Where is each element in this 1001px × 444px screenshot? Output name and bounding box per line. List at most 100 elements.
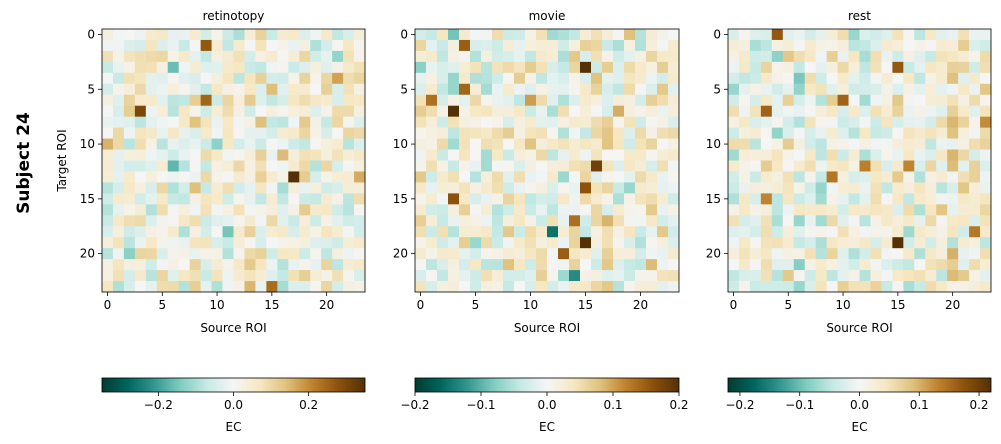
heatmap-cell xyxy=(310,116,322,128)
heatmap-cell xyxy=(657,182,669,194)
heatmap-cell xyxy=(760,29,773,41)
heatmap-cell xyxy=(569,105,581,118)
heatmap-cell xyxy=(266,182,278,194)
heatmap-cell xyxy=(782,160,795,172)
heatmap-cell xyxy=(870,29,882,41)
heatmap-cell xyxy=(266,215,278,227)
heatmap-cell xyxy=(426,61,438,74)
heatmap-cell xyxy=(255,248,267,260)
heatmap-cell xyxy=(837,105,849,118)
colorbar-tick-label: −0.1 xyxy=(785,398,814,412)
axes-frame xyxy=(101,28,366,293)
heatmap-cell xyxy=(591,204,603,216)
heatmap-cell xyxy=(277,116,289,128)
heatmap-cell xyxy=(211,204,223,216)
heatmap-cell xyxy=(925,83,937,96)
heatmap-cell xyxy=(255,204,267,216)
heatmap-cell xyxy=(903,149,915,161)
heatmap-cell xyxy=(635,248,647,260)
heatmap-cell xyxy=(837,182,849,194)
heatmap-cell xyxy=(646,138,658,150)
heatmap-cell xyxy=(156,259,169,271)
heatmap-cell xyxy=(826,204,838,216)
heatmap-cell xyxy=(211,127,223,139)
heatmap-cell xyxy=(255,61,267,74)
heatmap-cell xyxy=(481,50,493,63)
heatmap-cell xyxy=(859,94,871,107)
heatmap-cell xyxy=(459,215,471,227)
heatmap-cell xyxy=(925,215,937,227)
heatmap-cell xyxy=(881,105,893,118)
heatmap-cell xyxy=(134,39,147,52)
heatmap-cell xyxy=(222,29,234,41)
heatmap-cell xyxy=(266,83,278,96)
heatmap-cell xyxy=(793,50,806,63)
heatmap-cell xyxy=(947,193,959,205)
heatmap-cell xyxy=(613,83,625,96)
heatmap-cell xyxy=(437,50,449,63)
heatmap-cell xyxy=(980,61,992,74)
heatmap-cell xyxy=(448,237,460,249)
heatmap-cell xyxy=(826,226,838,238)
heatmap-cell xyxy=(728,259,740,271)
heatmap-cell xyxy=(134,215,147,227)
heatmap-cell xyxy=(804,94,817,107)
heatmap-cell xyxy=(903,138,915,150)
heatmap-cell xyxy=(178,248,191,260)
heatmap-cell xyxy=(492,127,504,139)
heatmap-cell xyxy=(481,94,493,107)
heatmap-cell xyxy=(525,72,537,85)
heatmap-cell xyxy=(525,160,537,172)
heatmap-cell xyxy=(255,193,267,205)
heatmap-cell xyxy=(233,72,245,85)
heatmap-cell xyxy=(749,204,762,216)
heatmap-cell xyxy=(112,138,125,150)
heatmap-cell xyxy=(635,281,647,293)
heatmap-cell xyxy=(815,39,827,52)
heatmap-cell xyxy=(848,105,860,118)
heatmap-cell xyxy=(134,193,147,205)
heatmap-cell xyxy=(547,138,559,150)
heatmap-cell xyxy=(233,138,245,150)
heatmap-cell xyxy=(804,61,817,74)
heatmap-cell xyxy=(870,171,882,183)
heatmap-cell xyxy=(112,193,125,205)
heatmap-cell xyxy=(613,160,625,172)
heatmap-cell xyxy=(448,270,460,282)
heatmap-cell xyxy=(826,281,838,293)
heatmap-cell xyxy=(969,270,981,282)
heatmap-cell xyxy=(277,83,289,96)
y-tick-label: 20 xyxy=(706,247,721,261)
heatmap-cell xyxy=(870,270,882,282)
heatmap-cell xyxy=(167,204,180,216)
heatmap-cell xyxy=(580,94,592,107)
heatmap-cell xyxy=(591,215,603,227)
heatmap-cell xyxy=(980,248,992,260)
heatmap-cell xyxy=(343,138,355,150)
heatmap-cell xyxy=(738,182,751,194)
heatmap-cell xyxy=(760,138,773,150)
heatmap-cell xyxy=(826,61,838,74)
heatmap-cell xyxy=(624,39,636,52)
heatmap-cell xyxy=(837,248,849,260)
heatmap-cell xyxy=(255,83,267,96)
heatmap-cell xyxy=(580,226,592,238)
heatmap-cell xyxy=(536,160,548,172)
heatmap-cell xyxy=(536,83,548,96)
heatmap-cell xyxy=(947,72,959,85)
heatmap-cell xyxy=(266,149,278,161)
heatmap-cell xyxy=(914,248,926,260)
heatmap-cell xyxy=(580,50,592,63)
heatmap-cell xyxy=(668,237,680,249)
heatmap-cell xyxy=(145,39,158,52)
heatmap-cell xyxy=(255,281,267,293)
heatmap-cell xyxy=(848,72,860,85)
heatmap-cell xyxy=(145,248,158,260)
heatmap-cell xyxy=(200,193,212,205)
heatmap-cell xyxy=(415,171,427,183)
heatmap-cell xyxy=(635,171,647,183)
heatmap-cell xyxy=(980,29,992,41)
heatmap-cell xyxy=(580,281,592,293)
heatmap-cell xyxy=(547,50,559,63)
heatmap-cell xyxy=(503,105,515,118)
